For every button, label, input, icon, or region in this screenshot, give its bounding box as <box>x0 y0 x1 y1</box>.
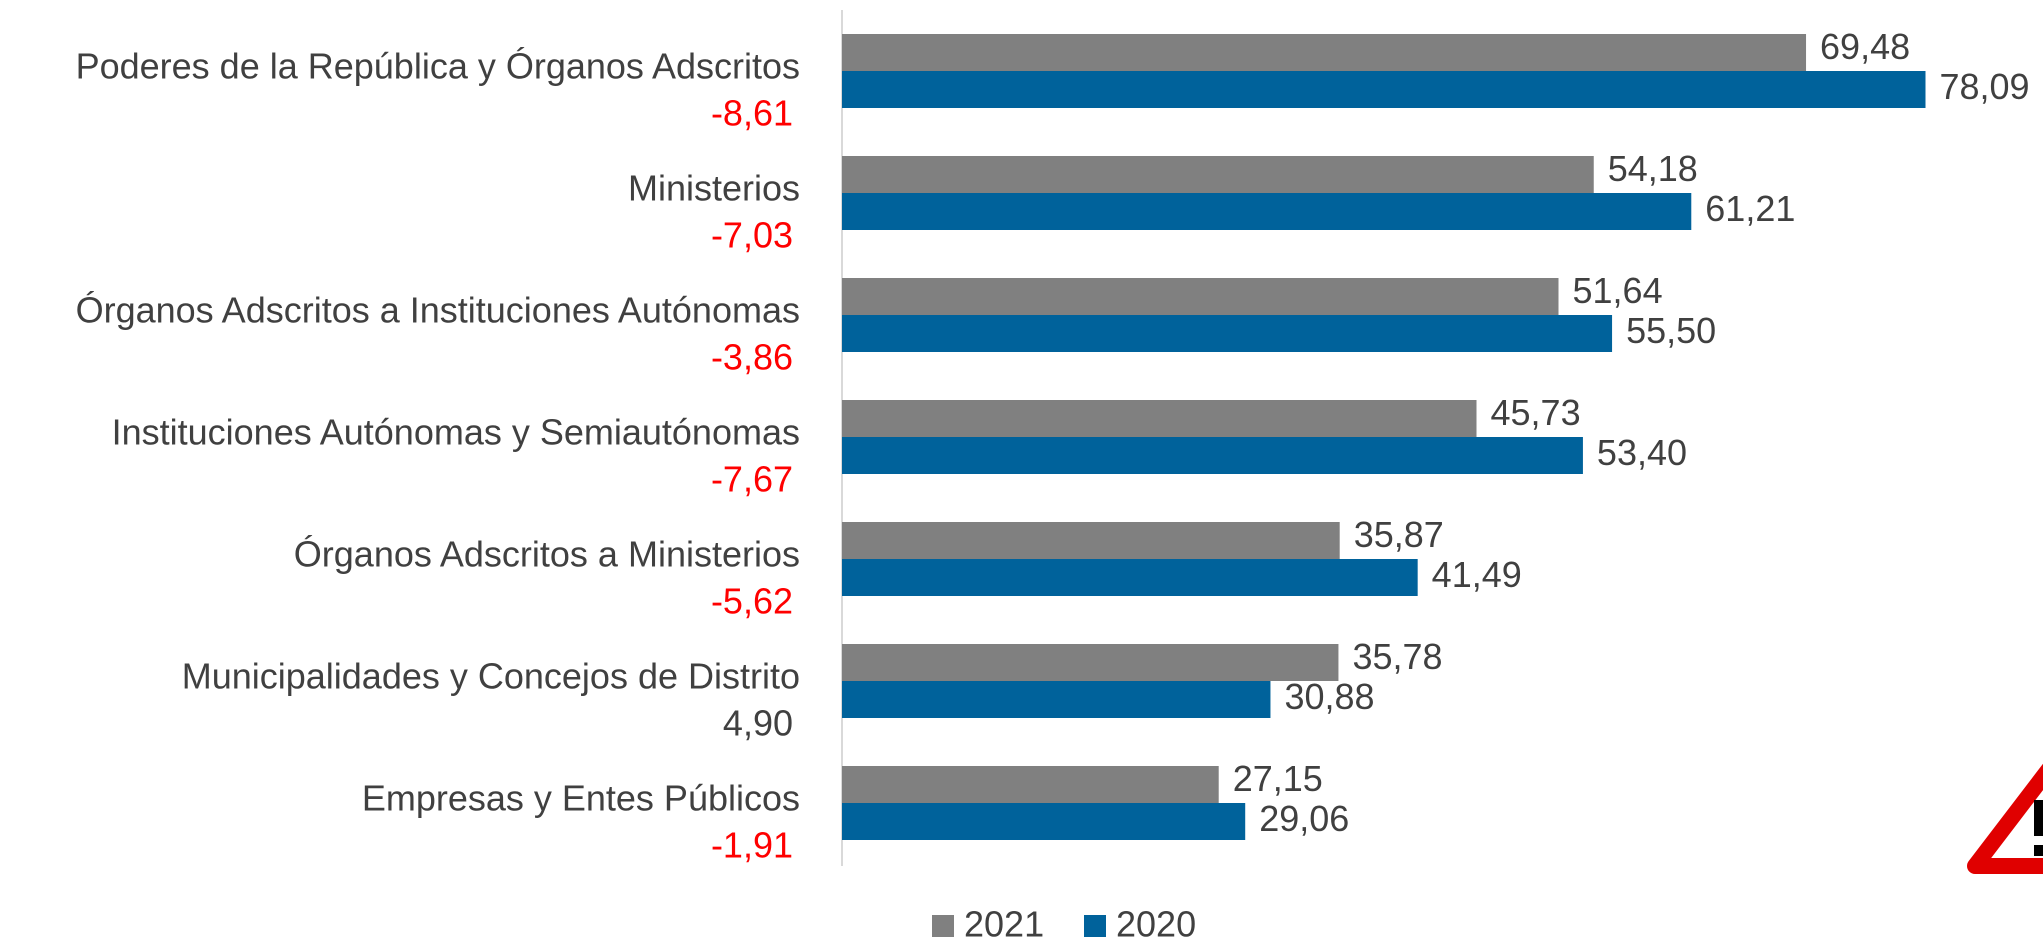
category-label: Órganos Adscritos a Instituciones Autóno… <box>76 290 800 331</box>
value-label: 69,48 <box>1820 26 1910 67</box>
warning-dot <box>2034 845 2043 856</box>
bar <box>842 644 1339 681</box>
legend-swatch <box>932 915 954 937</box>
value-label: 53,40 <box>1597 432 1687 473</box>
warning-icon <box>1967 763 2043 874</box>
legend-label: 2020 <box>1116 904 1196 941</box>
difference-label: -7,67 <box>711 459 793 500</box>
value-label: 51,64 <box>1573 270 1663 311</box>
bar <box>842 437 1583 474</box>
category-label: Ministerios <box>628 168 800 209</box>
value-label: 27,15 <box>1233 758 1323 799</box>
value-label: 35,87 <box>1354 514 1444 555</box>
value-label: 45,73 <box>1491 392 1581 433</box>
difference-label: -3,86 <box>711 337 793 378</box>
bar <box>842 803 1246 840</box>
value-label: 29,06 <box>1259 798 1349 839</box>
bar <box>842 71 1926 108</box>
difference-label: -1,91 <box>711 825 793 866</box>
value-label: 54,18 <box>1608 148 1698 189</box>
bar <box>842 34 1807 71</box>
value-label: 41,49 <box>1432 554 1522 595</box>
bar <box>842 278 1559 315</box>
value-label: 55,50 <box>1626 310 1716 351</box>
bar <box>842 193 1692 230</box>
value-label: 61,21 <box>1705 188 1795 229</box>
bar <box>842 559 1418 596</box>
warning-mark <box>2034 800 2043 836</box>
category-label: Municipalidades y Concejos de Distrito <box>182 656 800 697</box>
bar <box>842 522 1340 559</box>
category-label: Poderes de la República y Órganos Adscri… <box>76 46 800 87</box>
bar <box>842 400 1477 437</box>
category-label: Empresas y Entes Públicos <box>362 778 800 819</box>
value-label: 35,78 <box>1352 636 1442 677</box>
difference-label: -5,62 <box>711 581 793 622</box>
legend-swatch <box>1084 915 1106 937</box>
difference-label: -8,61 <box>711 93 793 134</box>
difference-label: 4,90 <box>723 703 793 744</box>
value-label: 78,09 <box>1939 66 2029 107</box>
value-label: 30,88 <box>1284 676 1374 717</box>
warning-triangle <box>1967 763 2043 874</box>
legend-label: 2021 <box>964 904 1044 941</box>
bar <box>842 156 1594 193</box>
category-label: Instituciones Autónomas y Semiautónomas <box>112 412 800 453</box>
bar <box>842 315 1613 352</box>
bar <box>842 681 1271 718</box>
difference-label: -7,03 <box>711 215 793 256</box>
category-label: Órganos Adscritos a Ministerios <box>294 534 800 575</box>
bar <box>842 766 1219 803</box>
